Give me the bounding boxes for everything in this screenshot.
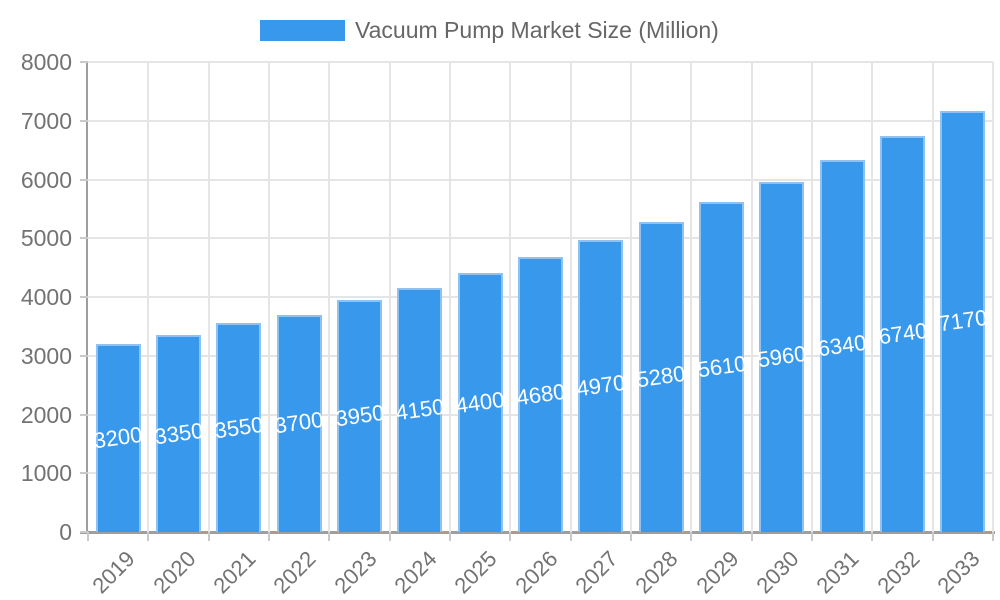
bar-2027[interactable]: [578, 240, 624, 532]
grid-line-horizontal: [88, 178, 993, 181]
x-tick: [931, 532, 934, 541]
bar-2023[interactable]: [337, 300, 382, 532]
y-axis-tick-label: 5000: [20, 225, 72, 252]
grid-line-vertical: [931, 62, 934, 532]
bar-2033[interactable]: [940, 111, 986, 532]
x-axis-tick-text: 2032: [871, 546, 925, 599]
y-tick: [80, 119, 88, 122]
bar-2024[interactable]: [397, 288, 443, 532]
x-axis-tick-text: 2019: [87, 546, 140, 599]
x-tick: [871, 532, 874, 541]
y-axis-tick-label: 3000: [20, 342, 72, 369]
x-tick: [509, 532, 512, 541]
bar-2030[interactable]: [759, 182, 805, 532]
y-tick: [80, 296, 88, 298]
grid-line-vertical: [992, 62, 994, 532]
bar-2019[interactable]: [95, 344, 141, 532]
x-tick: [207, 532, 210, 541]
x-tick: [750, 532, 753, 541]
x-axis-tick-text: 2025: [449, 546, 502, 599]
y-tick: [80, 354, 88, 357]
grid-line-vertical: [750, 62, 753, 532]
bar-2021[interactable]: [216, 323, 262, 532]
grid-line-vertical: [811, 62, 813, 532]
x-axis-tick-text: 2029: [690, 546, 744, 599]
bar-2025[interactable]: [457, 273, 503, 532]
y-axis-tick-label: 8000: [20, 49, 72, 75]
x-tick: [87, 532, 89, 541]
grid-line-vertical: [449, 62, 451, 532]
grid-line-vertical: [328, 62, 331, 532]
x-axis-tick-text: 2024: [389, 546, 442, 599]
grid-line-horizontal: [88, 61, 993, 63]
x-tick: [690, 532, 693, 541]
bar-2031[interactable]: [819, 160, 865, 532]
grid-line-vertical: [871, 62, 874, 532]
plot-area: 3200 3350 3550 3700 3950 4150 4400 4680 4970 5280…: [88, 61, 994, 532]
x-axis-tick-text: 2022: [268, 546, 321, 599]
bar-2022[interactable]: [276, 315, 322, 532]
y-tick: [80, 237, 88, 240]
bar-2026[interactable]: [518, 257, 563, 532]
bar-2020[interactable]: [156, 335, 201, 532]
x-axis-tick-text: 2033: [932, 546, 985, 599]
grid-line-vertical: [207, 62, 210, 532]
x-axis-tick-text: 2028: [630, 546, 683, 599]
x-axis-tick-text: 2020: [147, 546, 201, 599]
y-axis-tick-label: 6000: [20, 166, 72, 193]
grid-line-vertical: [147, 62, 150, 532]
bar-2028[interactable]: [638, 222, 684, 532]
x-tick: [630, 532, 632, 541]
y-axis-tick-label: 4000: [20, 284, 72, 310]
grid-line-vertical: [388, 62, 391, 532]
y-tick: [80, 413, 88, 416]
grid-line-vertical: [569, 62, 572, 532]
y-axis-tick-label: 7000: [20, 107, 72, 134]
y-tick: [80, 531, 88, 533]
x-tick: [147, 532, 150, 541]
x-tick: [811, 532, 813, 541]
bar-2029[interactable]: [699, 202, 744, 532]
grid-line-vertical: [690, 62, 693, 532]
y-axis-tick-label: 1000: [20, 460, 72, 487]
x-tick: [328, 532, 331, 541]
y-tick: [80, 472, 88, 475]
x-axis-tick-text: 2023: [328, 546, 382, 599]
y-tick: [80, 61, 88, 63]
grid-line-horizontal: [88, 237, 993, 240]
grid-line-vertical: [509, 62, 512, 532]
y-axis-tick-label: 0: [59, 519, 72, 545]
legend-swatch-icon: [260, 20, 345, 41]
legend[interactable]: Vacuum Pump Market Size (Million): [260, 17, 719, 44]
legend-label: Vacuum Pump Market Size (Million): [355, 17, 719, 43]
x-tick: [992, 532, 994, 541]
x-axis-line: [80, 531, 995, 534]
x-axis-tick-text: 2027: [570, 546, 623, 599]
x-tick: [449, 532, 451, 541]
bar-2032[interactable]: [880, 136, 925, 532]
x-axis-tick-text: 2021: [208, 546, 261, 599]
grid-line-vertical: [630, 62, 632, 532]
grid-line-horizontal: [88, 119, 993, 122]
x-tick: [268, 532, 270, 541]
x-tick: [569, 532, 572, 541]
y-axis-tick-label: 2000: [20, 401, 72, 428]
x-tick: [388, 532, 391, 541]
x-axis-tick-text: 2026: [509, 546, 563, 599]
x-axis-tick-text: 2031: [811, 546, 864, 599]
y-tick: [80, 178, 88, 181]
x-axis-tick-text: 2030: [751, 546, 804, 599]
grid-line-vertical: [268, 62, 270, 532]
